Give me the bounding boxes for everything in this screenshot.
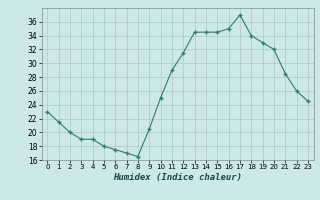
- X-axis label: Humidex (Indice chaleur): Humidex (Indice chaleur): [113, 173, 242, 182]
